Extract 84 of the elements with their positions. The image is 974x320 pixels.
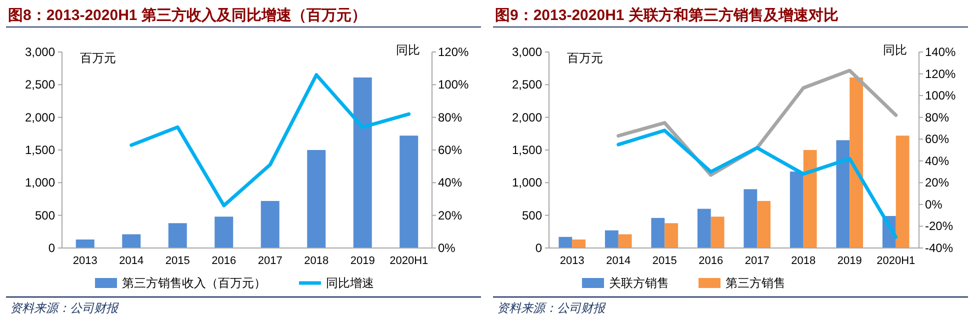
x-tick-label: 2014 bbox=[606, 255, 631, 267]
bar bbox=[76, 240, 94, 248]
y2-tick-label: 20% bbox=[438, 208, 462, 222]
y2-tick-label: 100% bbox=[438, 78, 470, 92]
y2-tick-label: 40% bbox=[438, 176, 462, 190]
chart-title: 图9：2013-2020H1 关联方和第三方销售及增速对比 bbox=[495, 6, 838, 24]
bar bbox=[651, 218, 665, 248]
x-tick-label: 2016 bbox=[698, 255, 724, 267]
y2-tick-label: 60% bbox=[438, 143, 462, 157]
y-tick-label: 2,500 bbox=[24, 78, 56, 92]
bar bbox=[604, 230, 618, 248]
y-tick-label: 2,000 bbox=[24, 110, 56, 124]
y-tick-label: 3,000 bbox=[24, 45, 56, 59]
bar bbox=[353, 77, 372, 248]
x-tick-label: 2018 bbox=[791, 255, 816, 267]
x-tick-label: 2018 bbox=[304, 255, 329, 267]
y2-axis-title: 同比 bbox=[883, 43, 907, 57]
y2-tick-label: 100% bbox=[925, 88, 956, 103]
x-tick-label: 2014 bbox=[119, 255, 144, 267]
y-tick-label: 0 bbox=[535, 241, 542, 255]
y-tick-label: 1,500 bbox=[512, 143, 542, 157]
y2-tick-label: 120% bbox=[438, 45, 470, 59]
y-tick-label: 2,500 bbox=[512, 78, 542, 92]
x-tick-label: 2017 bbox=[258, 255, 282, 267]
chart-title: 图8：2013-2020H1 第三方收入及同比增速（百万元） bbox=[8, 6, 366, 24]
bar bbox=[618, 234, 632, 248]
bar bbox=[572, 240, 586, 248]
bar bbox=[790, 172, 804, 248]
legend-label: 同比增速 bbox=[326, 276, 374, 290]
x-tick-label: 2015 bbox=[652, 255, 677, 267]
y-tick-label: 0 bbox=[48, 241, 56, 255]
y-tick-label: 2,000 bbox=[512, 110, 542, 124]
text: 资料来源：公司财报 bbox=[10, 301, 119, 315]
y2-tick-label: 60% bbox=[925, 132, 950, 146]
bar bbox=[168, 223, 187, 248]
legend-label: 第三方销售 bbox=[726, 276, 786, 290]
y-axis-title: 百万元 bbox=[80, 51, 116, 65]
line-series bbox=[130, 73, 411, 208]
bar bbox=[400, 136, 418, 248]
x-tick-label: 2013 bbox=[560, 255, 584, 267]
bar bbox=[260, 200, 280, 248]
bar bbox=[664, 223, 678, 248]
legend-label: 第三方销售收入（百万元） bbox=[122, 276, 266, 290]
bar bbox=[558, 236, 572, 248]
bar bbox=[122, 234, 141, 248]
y2-tick-label: 80% bbox=[438, 110, 462, 124]
bar bbox=[850, 77, 864, 248]
x-tick-label: 2015 bbox=[165, 255, 190, 267]
x-tick-label: 2013 bbox=[72, 255, 98, 267]
y-tick-label: 1,500 bbox=[24, 143, 56, 157]
text: 资料来源：公司财报 bbox=[497, 301, 606, 315]
y2-tick-label: -40% bbox=[925, 241, 954, 255]
x-tick-label: 2019 bbox=[837, 255, 862, 267]
line-series bbox=[616, 128, 898, 239]
y2-tick-label: 0% bbox=[925, 197, 943, 212]
bar bbox=[757, 200, 771, 248]
y2-tick-label: 0% bbox=[438, 241, 456, 255]
x-tick-label: 2020H1 bbox=[390, 255, 428, 267]
y2-axis-title: 同比 bbox=[396, 43, 420, 57]
x-tick-label: 2017 bbox=[744, 255, 770, 267]
y2-tick-label: 80% bbox=[925, 110, 950, 124]
bar bbox=[710, 216, 724, 248]
bar bbox=[744, 189, 758, 248]
y2-tick-label: -20% bbox=[925, 219, 954, 234]
x-tick-label: 2019 bbox=[350, 255, 375, 267]
bar bbox=[307, 150, 326, 248]
y-tick-label: 500 bbox=[34, 208, 56, 222]
y2-tick-label: 140% bbox=[925, 45, 956, 59]
x-tick-label: 2020H1 bbox=[876, 255, 916, 267]
bar bbox=[697, 208, 711, 248]
bar bbox=[896, 136, 910, 248]
bar bbox=[836, 140, 850, 248]
y-tick-label: 500 bbox=[522, 208, 542, 222]
x-tick-label: 2016 bbox=[212, 255, 236, 267]
bar bbox=[214, 216, 234, 248]
legend-label: 关联方销售 bbox=[609, 276, 669, 290]
y2-tick-label: 40% bbox=[925, 154, 950, 168]
y-axis-title: 百万元 bbox=[567, 51, 603, 65]
y-tick-label: 3,000 bbox=[512, 45, 542, 59]
y-tick-label: 1,000 bbox=[512, 176, 542, 190]
bar bbox=[803, 150, 817, 248]
y2-tick-label: 20% bbox=[925, 176, 950, 190]
y-tick-label: 1,000 bbox=[24, 176, 56, 190]
y2-tick-label: 120% bbox=[925, 66, 956, 81]
